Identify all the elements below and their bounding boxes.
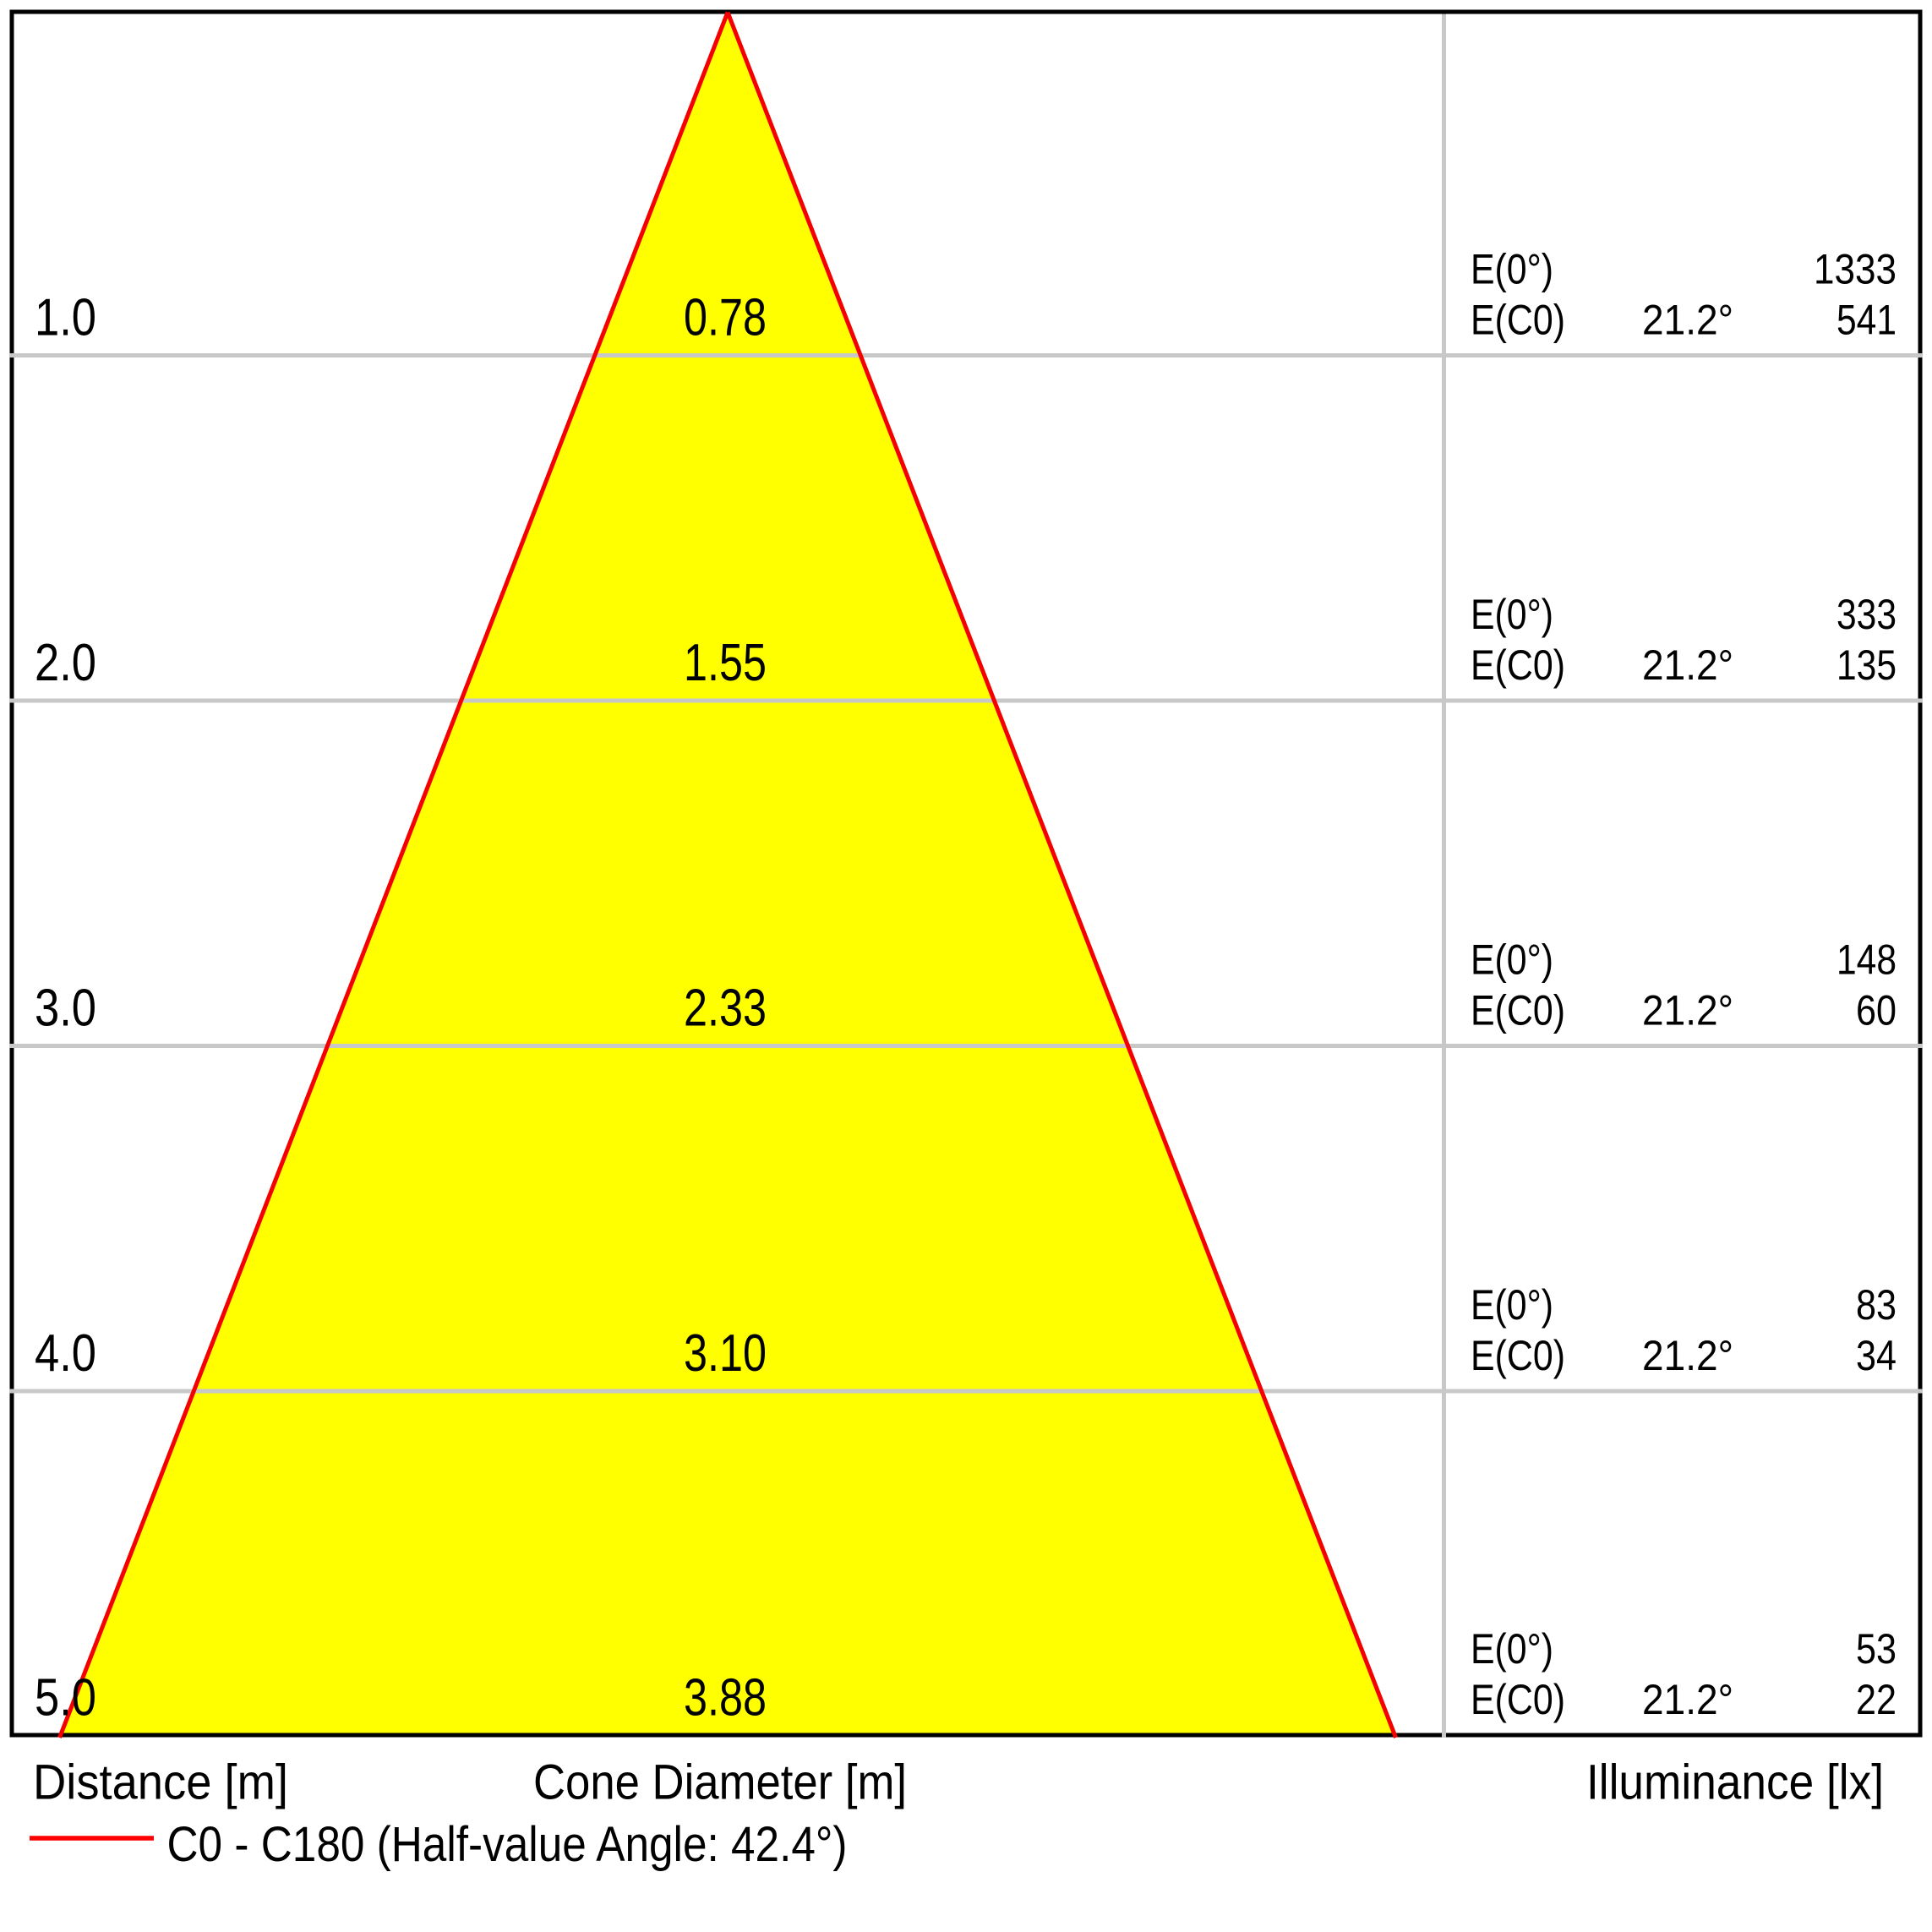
svg-text:1.0: 1.0 — [35, 289, 96, 347]
svg-text:E(0°): E(0°) — [1471, 246, 1553, 293]
svg-text:541: 541 — [1836, 297, 1897, 344]
svg-text:E(C0): E(C0) — [1471, 987, 1565, 1034]
svg-text:3.10: 3.10 — [684, 1324, 767, 1383]
svg-text:21.2°: 21.2° — [1642, 297, 1733, 344]
svg-text:83: 83 — [1856, 1281, 1897, 1329]
svg-text:Distance [m]: Distance [m] — [33, 1755, 288, 1810]
svg-text:E(C0): E(C0) — [1471, 1676, 1565, 1723]
svg-text:22: 22 — [1856, 1676, 1897, 1723]
svg-text:60: 60 — [1856, 987, 1897, 1034]
svg-text:3.0: 3.0 — [35, 980, 96, 1038]
svg-text:21.2°: 21.2° — [1642, 987, 1733, 1034]
svg-text:E(0°): E(0°) — [1471, 1281, 1553, 1329]
svg-text:4.0: 4.0 — [35, 1324, 96, 1383]
svg-text:53: 53 — [1856, 1625, 1897, 1673]
svg-text:E(C0): E(C0) — [1471, 297, 1565, 344]
svg-text:E(0°): E(0°) — [1471, 591, 1553, 638]
svg-text:1333: 1333 — [1814, 246, 1897, 293]
svg-text:333: 333 — [1836, 591, 1897, 638]
svg-text:5.0: 5.0 — [35, 1669, 96, 1727]
svg-text:E(0°): E(0°) — [1471, 1625, 1553, 1673]
svg-text:34: 34 — [1856, 1332, 1897, 1379]
svg-text:148: 148 — [1836, 936, 1897, 984]
svg-text:0.78: 0.78 — [684, 289, 767, 347]
svg-text:E(0°): E(0°) — [1471, 936, 1553, 984]
svg-text:E(C0): E(C0) — [1471, 641, 1565, 689]
svg-text:2.0: 2.0 — [35, 634, 96, 692]
svg-text:21.2°: 21.2° — [1642, 1676, 1733, 1723]
svg-text:E(C0): E(C0) — [1471, 1332, 1565, 1379]
svg-text:Illuminance [lx]: Illuminance [lx] — [1586, 1755, 1884, 1810]
svg-text:21.2°: 21.2° — [1642, 1332, 1733, 1379]
svg-text:21.2°: 21.2° — [1642, 641, 1733, 689]
svg-text:C0 - C180 (Half-value Angle: 4: C0 - C180 (Half-value Angle: 42.4°) — [167, 1817, 848, 1872]
svg-text:2.33: 2.33 — [684, 980, 767, 1038]
svg-text:135: 135 — [1836, 641, 1897, 689]
svg-text:1.55: 1.55 — [684, 634, 767, 692]
svg-text:3.88: 3.88 — [684, 1669, 767, 1727]
svg-text:Cone Diameter [m]: Cone Diameter [m] — [533, 1755, 907, 1810]
